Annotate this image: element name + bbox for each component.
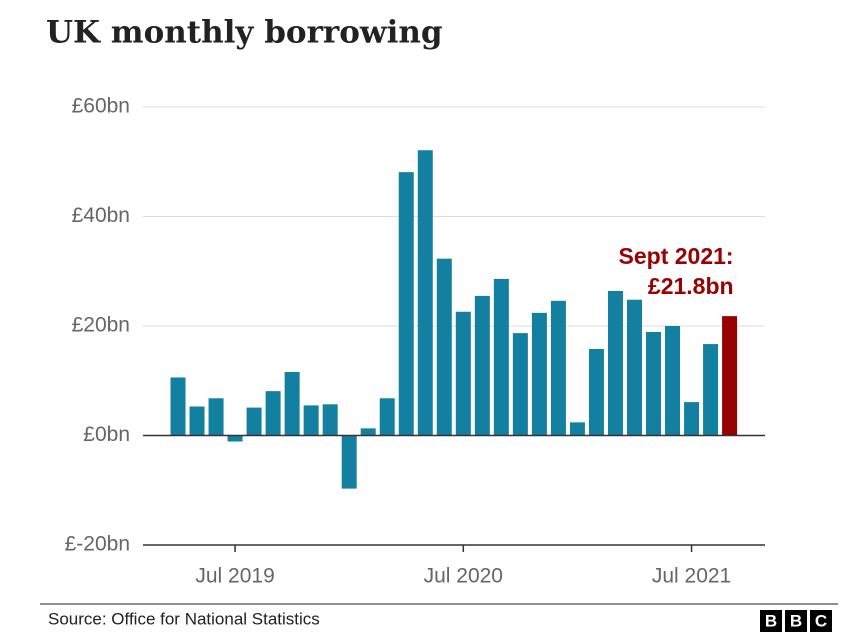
- x-tick-label: Jul 2021: [652, 565, 731, 588]
- bar: [569, 422, 585, 436]
- bar: [360, 428, 376, 436]
- logo-letter: C: [815, 611, 827, 630]
- bar: [246, 407, 262, 436]
- bar: [208, 398, 224, 436]
- bar: [665, 326, 681, 436]
- logo-letter: B: [790, 611, 802, 630]
- bar: [417, 150, 433, 436]
- annotation: £21.8bn: [648, 273, 734, 299]
- bar: [493, 278, 509, 436]
- y-tick-label: £20bn: [72, 314, 130, 337]
- bar: [626, 299, 642, 436]
- bar: [588, 348, 604, 436]
- bar: [512, 333, 528, 436]
- y-tick-label: £40bn: [72, 204, 130, 227]
- bar: [474, 295, 490, 436]
- bar: [341, 435, 357, 489]
- logo-block: [785, 610, 807, 632]
- source: Source: Office for National Statistics: [48, 609, 320, 628]
- bar: [227, 435, 243, 442]
- bar: [284, 371, 300, 436]
- bar: [722, 316, 738, 436]
- y-tick-label: £60bn: [72, 95, 130, 118]
- bar: [607, 290, 623, 436]
- bar: [703, 344, 719, 436]
- logo-block: [760, 610, 782, 632]
- bar: [550, 300, 566, 436]
- x-tick-label: Jul 2020: [424, 565, 503, 588]
- bar: [531, 312, 547, 436]
- bar: [684, 402, 700, 436]
- bar: [303, 405, 319, 436]
- y-tick-label: £0bn: [83, 423, 130, 446]
- bar: [398, 172, 414, 436]
- chart-title: UK monthly borrowing: [46, 15, 443, 51]
- bar: [322, 404, 338, 436]
- bar: [455, 311, 471, 436]
- bar: [436, 258, 452, 436]
- y-tick-label: £-20bn: [65, 533, 130, 556]
- annotation: Sept 2021:: [619, 243, 734, 269]
- x-tick-label: Jul 2019: [195, 565, 274, 588]
- logo-letter: B: [765, 611, 777, 630]
- bar: [189, 406, 205, 436]
- logo-block: [810, 610, 832, 632]
- bar: [265, 391, 281, 436]
- bar: [379, 398, 395, 436]
- bar: [646, 332, 662, 436]
- bar: [170, 377, 186, 436]
